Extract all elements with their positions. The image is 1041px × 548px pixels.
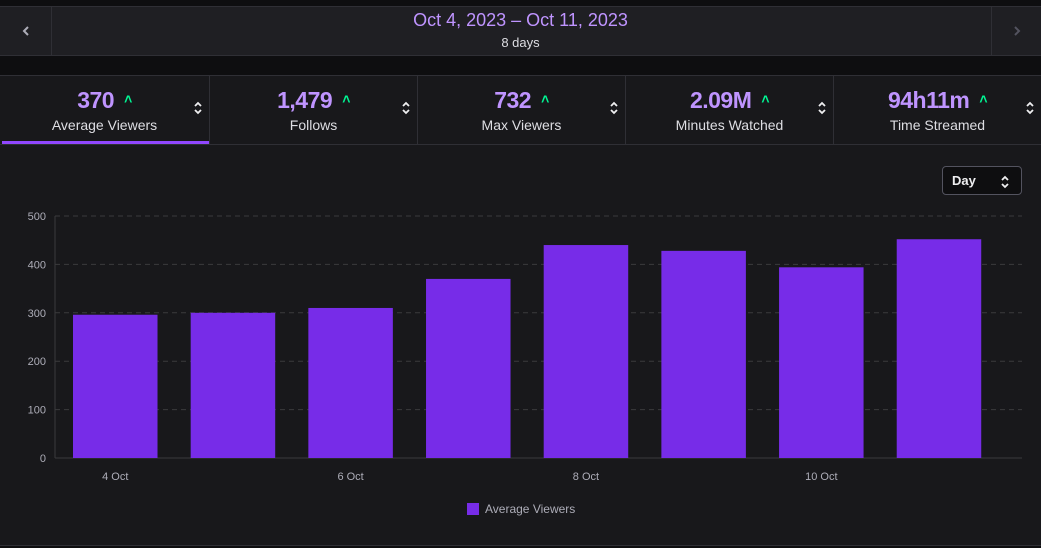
select-arrows-icon [1001, 175, 1009, 189]
stat-tab-follows[interactable]: 1,479 ˄ Follows [210, 76, 418, 144]
stat-label: Minutes Watched [675, 117, 784, 133]
bar-6-oct [308, 307, 393, 458]
stat-value: 94h11m [887, 87, 970, 113]
stat-label: Average Viewers [51, 117, 158, 133]
sort-icon [402, 101, 410, 115]
bar-11-oct [896, 239, 982, 458]
chevron-right-icon [1013, 26, 1020, 36]
y-tick-label: 0 [40, 453, 46, 465]
stat-tabs: 370 ˄ Average Viewers 1,479 ˄ Follows 732 ˄… [0, 76, 1041, 145]
sort-icon [1026, 101, 1034, 115]
stat-label: Follows [289, 117, 338, 133]
granularity-select[interactable]: Day [942, 166, 1022, 195]
stat-value: 2.09M [689, 87, 752, 113]
bar-10-oct [779, 267, 864, 458]
granularity-value: Day [952, 173, 976, 188]
trend-up-icon: ˄ [541, 91, 549, 107]
y-tick-label: 200 [28, 356, 46, 368]
stat-tab-minutes-watched[interactable]: 2.09M ˄ Minutes Watched [626, 76, 834, 144]
average-viewers-chart: 0 100 200 300 400 500 4 Oct 6 Oct 8 Oct 10 Oct Ave… [28, 211, 1022, 516]
stat-tab-time-streamed[interactable]: 94h11m ˄ Time Streamed [834, 76, 1041, 144]
trend-up-icon: ˄ [979, 91, 988, 107]
x-tick-label: 6 Oct [337, 471, 363, 483]
next-period-button[interactable] [991, 7, 1041, 55]
legend-label: Average Viewers [485, 502, 575, 516]
stat-tab-max-viewers[interactable]: 732 ˄ Max Viewers [418, 76, 626, 144]
previous-period-button[interactable] [0, 7, 52, 55]
chevron-left-icon [22, 26, 29, 36]
y-tick-label: 300 [28, 308, 46, 320]
bar-4-oct [73, 314, 158, 458]
trend-up-icon: ˄ [124, 91, 132, 107]
bar-7-oct [426, 278, 511, 458]
trend-up-icon: ˄ [342, 91, 350, 107]
stat-tab-average-viewers[interactable]: 370 ˄ Average Viewers [0, 76, 210, 144]
x-tick-label: 4 Oct [102, 471, 128, 483]
bar-5-oct [190, 312, 276, 458]
stat-label: Max Viewers [481, 117, 562, 133]
date-range-bar: Oct 4, 2023 – Oct 11, 2023 8 days [0, 6, 1041, 56]
stat-value: 370 [77, 87, 115, 113]
x-tick-label: 10 Oct [805, 471, 837, 483]
x-tick-label: 8 Oct [573, 471, 599, 483]
bar-9-oct [661, 250, 746, 458]
sort-icon [194, 101, 202, 115]
sort-icon [818, 101, 826, 115]
y-tick-label: 100 [28, 405, 46, 417]
bar-8-oct [543, 245, 629, 458]
stat-value: 1,479 [277, 87, 333, 113]
date-range-days: 8 days [501, 35, 540, 50]
legend-swatch [467, 503, 479, 515]
trend-up-icon: ˄ [761, 91, 770, 107]
y-tick-label: 400 [28, 259, 46, 271]
y-tick-label: 500 [28, 211, 46, 223]
stat-value: 732 [494, 87, 532, 113]
stats-panel: 370 ˄ Average Viewers 1,479 ˄ Follows 732 ˄… [0, 75, 1041, 546]
sort-icon [610, 101, 618, 115]
stat-label: Time Streamed [889, 117, 986, 133]
date-range-title: Oct 4, 2023 – Oct 11, 2023 [413, 10, 628, 30]
